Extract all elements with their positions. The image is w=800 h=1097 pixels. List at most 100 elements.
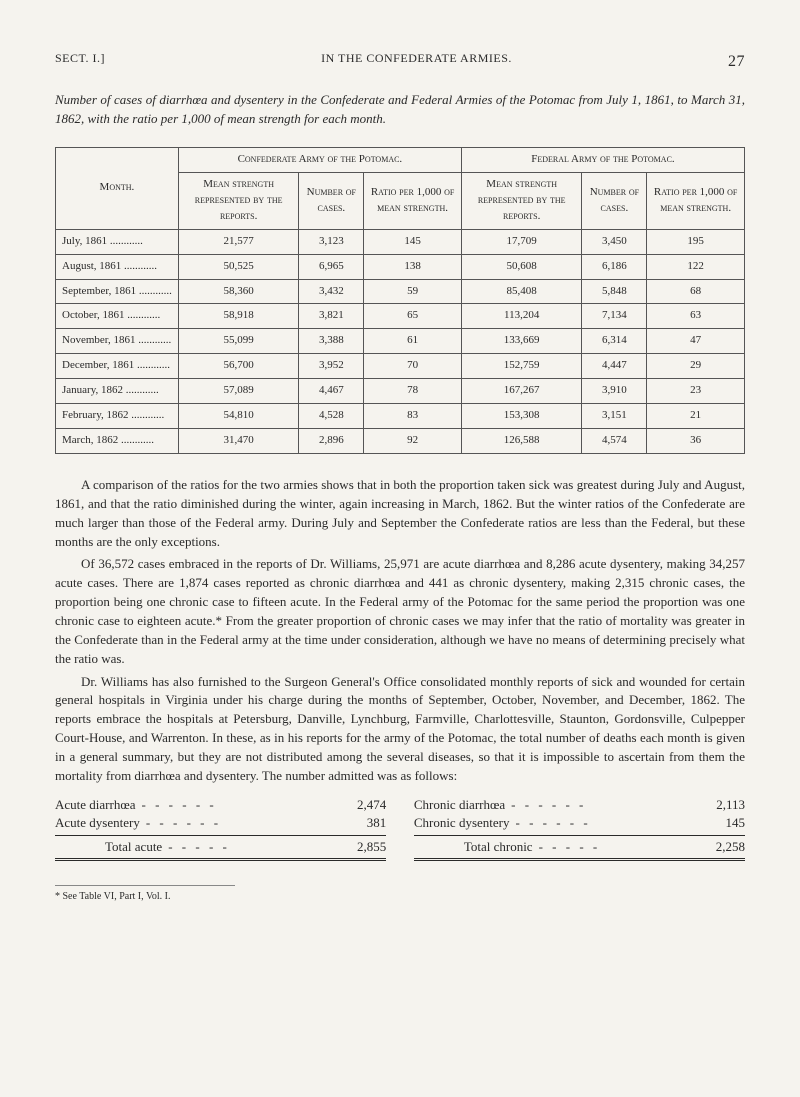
data-cell: 2,896 [299, 429, 364, 454]
totals-value: 145 [726, 814, 746, 833]
table-row: September, 1861 ............58,3603,4325… [56, 279, 745, 304]
data-cell: 145 [364, 229, 462, 254]
totals-value: 2,113 [716, 796, 745, 815]
col-c-cases: Number of cases. [299, 172, 364, 229]
data-cell: 3,388 [299, 329, 364, 354]
totals-value: 2,258 [716, 838, 745, 857]
data-cell: 122 [647, 254, 745, 279]
paragraph: Dr. Williams has also furnished to the S… [55, 673, 745, 786]
totals-row: Chronic diarrhœa - - - - - - 2,113 [414, 796, 745, 815]
data-cell: 68 [647, 279, 745, 304]
data-cell: 3,821 [299, 304, 364, 329]
totals-sum-row: Total chronic - - - - - 2,258 [414, 835, 745, 857]
data-cell: 6,186 [582, 254, 647, 279]
data-cell: 65 [364, 304, 462, 329]
data-cell: 57,089 [178, 379, 299, 404]
data-cell: 3,450 [582, 229, 647, 254]
data-cell: 195 [647, 229, 745, 254]
data-table: Month. Confederate Army of the Potomac. … [55, 147, 745, 454]
table-row: July, 1861 ............21,5773,12314517,… [56, 229, 745, 254]
table-row: March, 1862 ............31,4702,89692126… [56, 429, 745, 454]
totals-value: 381 [367, 814, 387, 833]
data-cell: 6,314 [582, 329, 647, 354]
double-rule [414, 858, 745, 861]
leader-dots: - - - - - [168, 838, 351, 857]
data-cell: 47 [647, 329, 745, 354]
data-cell: 70 [364, 354, 462, 379]
table-caption: Number of cases of diarrhœa and dysenter… [55, 91, 745, 129]
footnote: * See Table VI, Part I, Vol. I. [55, 885, 235, 905]
data-cell: 4,574 [582, 429, 647, 454]
double-rule [55, 858, 386, 861]
totals-right-col: Chronic diarrhœa - - - - - - 2,113 Chron… [414, 796, 745, 862]
data-cell: 92 [364, 429, 462, 454]
data-cell: 29 [647, 354, 745, 379]
month-cell: September, 1861 ............ [56, 279, 179, 304]
data-cell: 5,848 [582, 279, 647, 304]
table-row: February, 1862 ............54,8104,52883… [56, 404, 745, 429]
data-cell: 3,123 [299, 229, 364, 254]
totals-value: 2,474 [357, 796, 386, 815]
col-f-cases: Number of cases. [582, 172, 647, 229]
data-cell: 167,267 [461, 379, 582, 404]
data-cell: 21 [647, 404, 745, 429]
data-cell: 113,204 [461, 304, 582, 329]
data-cell: 63 [647, 304, 745, 329]
table-row: November, 1861 ............55,0993,38861… [56, 329, 745, 354]
col-confederate: Confederate Army of the Potomac. [178, 147, 461, 172]
data-cell: 83 [364, 404, 462, 429]
col-federal: Federal Army of the Potomac. [461, 147, 744, 172]
data-cell: 59 [364, 279, 462, 304]
data-cell: 21,577 [178, 229, 299, 254]
totals-sum-row: Total acute - - - - - 2,855 [55, 835, 386, 857]
month-cell: February, 1862 ............ [56, 404, 179, 429]
data-cell: 55,099 [178, 329, 299, 354]
month-cell: December, 1861 ............ [56, 354, 179, 379]
leader-dots: - - - - - - [146, 814, 361, 833]
data-cell: 153,308 [461, 404, 582, 429]
page-number: 27 [728, 50, 745, 73]
body-text: A comparison of the ratios for the two a… [55, 476, 745, 786]
month-cell: March, 1862 ............ [56, 429, 179, 454]
table-row: August, 1861 ............50,5256,9651385… [56, 254, 745, 279]
data-cell: 4,447 [582, 354, 647, 379]
leader-dots: - - - - - [539, 838, 710, 857]
data-cell: 7,134 [582, 304, 647, 329]
data-cell: 3,151 [582, 404, 647, 429]
leader-dots: - - - - - - [515, 814, 719, 833]
running-title: IN THE CONFEDERATE ARMIES. [321, 50, 512, 73]
data-cell: 138 [364, 254, 462, 279]
col-f-ratio: Ratio per 1,000 of mean strength. [647, 172, 745, 229]
data-cell: 50,525 [178, 254, 299, 279]
data-cell: 78 [364, 379, 462, 404]
data-cell: 4,528 [299, 404, 364, 429]
totals-label: Chronic diarrhœa [414, 796, 505, 815]
data-cell: 126,588 [461, 429, 582, 454]
col-c-mean: Mean strength represented by the reports… [178, 172, 299, 229]
col-c-ratio: Ratio per 1,000 of mean strength. [364, 172, 462, 229]
col-month: Month. [56, 147, 179, 229]
totals-row: Chronic dysentery - - - - - - 145 [414, 814, 745, 833]
table-row: January, 1862 ............57,0894,467781… [56, 379, 745, 404]
paragraph: A comparison of the ratios for the two a… [55, 476, 745, 551]
running-header: SECT. I.] IN THE CONFEDERATE ARMIES. 27 [55, 50, 745, 73]
data-cell: 56,700 [178, 354, 299, 379]
data-cell: 3,952 [299, 354, 364, 379]
data-cell: 85,408 [461, 279, 582, 304]
data-cell: 36 [647, 429, 745, 454]
month-cell: November, 1861 ............ [56, 329, 179, 354]
totals-label: Chronic dysentery [414, 814, 510, 833]
table-row: December, 1861 ............56,7003,95270… [56, 354, 745, 379]
data-cell: 50,608 [461, 254, 582, 279]
paragraph: Of 36,572 cases embraced in the reports … [55, 555, 745, 668]
month-cell: January, 1862 ............ [56, 379, 179, 404]
data-cell: 58,918 [178, 304, 299, 329]
totals-row: Acute dysentery - - - - - - 381 [55, 814, 386, 833]
data-cell: 4,467 [299, 379, 364, 404]
data-cell: 3,432 [299, 279, 364, 304]
data-cell: 152,759 [461, 354, 582, 379]
leader-dots: - - - - - - [142, 796, 351, 815]
data-cell: 61 [364, 329, 462, 354]
data-cell: 3,910 [582, 379, 647, 404]
totals-label: Total chronic [414, 838, 533, 857]
